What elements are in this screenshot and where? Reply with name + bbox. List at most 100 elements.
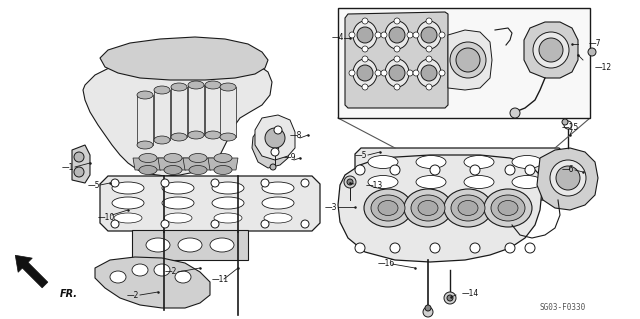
Polygon shape: [345, 12, 448, 108]
Polygon shape: [524, 22, 578, 78]
Circle shape: [450, 42, 486, 78]
Circle shape: [423, 307, 433, 317]
Ellipse shape: [171, 83, 187, 91]
Circle shape: [301, 179, 309, 187]
Ellipse shape: [171, 133, 187, 141]
Text: SG03-F0330: SG03-F0330: [540, 303, 586, 313]
Circle shape: [413, 70, 419, 76]
Polygon shape: [208, 158, 238, 170]
Polygon shape: [132, 230, 248, 260]
Ellipse shape: [417, 21, 441, 49]
Text: —16: —16: [378, 259, 396, 269]
Circle shape: [510, 108, 520, 118]
Circle shape: [525, 165, 535, 175]
Circle shape: [390, 243, 400, 253]
Ellipse shape: [137, 141, 153, 149]
Ellipse shape: [164, 166, 182, 174]
Polygon shape: [205, 85, 221, 135]
Circle shape: [539, 38, 563, 62]
Circle shape: [381, 70, 387, 76]
Ellipse shape: [498, 201, 518, 216]
Text: —10: —10: [98, 212, 115, 221]
Polygon shape: [255, 115, 295, 160]
Circle shape: [362, 84, 368, 90]
Circle shape: [390, 165, 400, 175]
Circle shape: [74, 167, 84, 177]
Ellipse shape: [264, 213, 292, 223]
Polygon shape: [183, 158, 213, 170]
Ellipse shape: [205, 81, 221, 89]
Ellipse shape: [484, 189, 532, 227]
Text: —7: —7: [589, 40, 602, 48]
Ellipse shape: [371, 195, 405, 221]
Ellipse shape: [214, 153, 232, 162]
Ellipse shape: [139, 166, 157, 174]
Polygon shape: [83, 55, 272, 176]
Circle shape: [556, 166, 580, 190]
Circle shape: [470, 243, 480, 253]
Ellipse shape: [132, 264, 148, 276]
Circle shape: [456, 48, 480, 72]
Ellipse shape: [146, 238, 170, 252]
Circle shape: [362, 46, 368, 52]
Ellipse shape: [262, 197, 294, 209]
Circle shape: [265, 128, 285, 148]
Circle shape: [426, 56, 432, 62]
Ellipse shape: [416, 175, 446, 189]
Text: —15: —15: [562, 123, 579, 132]
Ellipse shape: [378, 201, 398, 216]
Bar: [338, 8, 590, 118]
Circle shape: [261, 179, 269, 187]
Circle shape: [425, 305, 431, 311]
Polygon shape: [100, 176, 320, 231]
Circle shape: [439, 32, 445, 38]
Ellipse shape: [154, 136, 170, 144]
Text: —8: —8: [290, 130, 302, 139]
Ellipse shape: [416, 155, 446, 168]
Ellipse shape: [178, 238, 202, 252]
Circle shape: [389, 65, 405, 81]
Circle shape: [270, 164, 276, 170]
Circle shape: [362, 18, 368, 24]
Circle shape: [562, 119, 568, 125]
Ellipse shape: [385, 59, 409, 87]
Ellipse shape: [353, 21, 377, 49]
Polygon shape: [95, 257, 210, 308]
Polygon shape: [537, 148, 598, 210]
Ellipse shape: [364, 189, 412, 227]
Circle shape: [355, 243, 365, 253]
Text: —6: —6: [562, 166, 575, 174]
Ellipse shape: [368, 155, 398, 168]
Ellipse shape: [189, 153, 207, 162]
Ellipse shape: [189, 166, 207, 174]
Circle shape: [430, 165, 440, 175]
Polygon shape: [188, 85, 204, 135]
Circle shape: [564, 121, 572, 129]
Circle shape: [470, 165, 480, 175]
Text: —2: —2: [165, 268, 177, 277]
Ellipse shape: [212, 182, 244, 194]
Circle shape: [505, 165, 515, 175]
Ellipse shape: [214, 213, 242, 223]
Circle shape: [111, 179, 119, 187]
Ellipse shape: [368, 175, 398, 189]
Ellipse shape: [411, 195, 445, 221]
Ellipse shape: [210, 238, 234, 252]
Text: FR.: FR.: [60, 289, 78, 299]
Circle shape: [161, 179, 169, 187]
Ellipse shape: [385, 21, 409, 49]
Circle shape: [426, 18, 432, 24]
Circle shape: [444, 292, 456, 304]
Circle shape: [357, 65, 373, 81]
Ellipse shape: [154, 86, 170, 94]
Circle shape: [430, 243, 440, 253]
Text: —4: —4: [332, 33, 344, 42]
Polygon shape: [220, 87, 236, 137]
Ellipse shape: [512, 175, 542, 189]
Polygon shape: [15, 255, 48, 288]
Circle shape: [349, 70, 355, 76]
Polygon shape: [338, 155, 542, 262]
Circle shape: [211, 179, 219, 187]
Ellipse shape: [220, 83, 236, 91]
Circle shape: [394, 18, 400, 24]
